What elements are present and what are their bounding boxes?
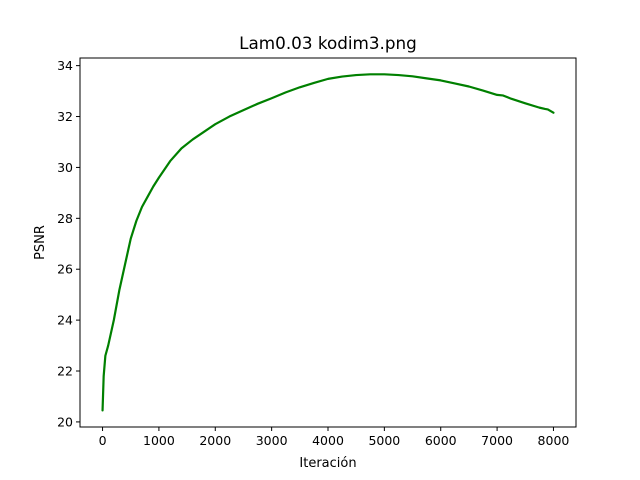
series-line	[101, 73, 555, 412]
x-tick-label: 0	[99, 433, 107, 448]
y-tick-label: 34	[57, 58, 73, 73]
y-tick-label: 22	[57, 364, 73, 379]
x-tick-label: 6000	[425, 433, 457, 448]
y-tick-label: 28	[57, 211, 73, 226]
x-tick-label: 7000	[481, 433, 513, 448]
chart-title: Lam0.03 kodim3.png	[239, 33, 417, 53]
y-tick-label: 32	[57, 109, 73, 124]
x-tick-label: 8000	[538, 433, 570, 448]
axis-ticks: 0 1000 2000 3000 4000 5000 6000 7000 8000 20 22 24 2…	[57, 58, 569, 448]
y-tick-label: 30	[57, 160, 73, 175]
y-tick-label: 26	[57, 262, 73, 277]
x-tick-label: 2000	[199, 433, 231, 448]
y-tick-label: 24	[57, 313, 73, 328]
x-tick-label: 4000	[312, 433, 344, 448]
x-tick-label: 5000	[368, 433, 400, 448]
y-axis-label: PSNR	[33, 225, 48, 260]
x-axis-label: Iteración	[299, 456, 356, 471]
y-tick-label: 20	[57, 414, 73, 429]
x-tick-label: 3000	[256, 433, 288, 448]
plot-series	[101, 73, 555, 412]
x-tick-label: 1000	[143, 433, 175, 448]
plot-frame	[79, 57, 577, 428]
